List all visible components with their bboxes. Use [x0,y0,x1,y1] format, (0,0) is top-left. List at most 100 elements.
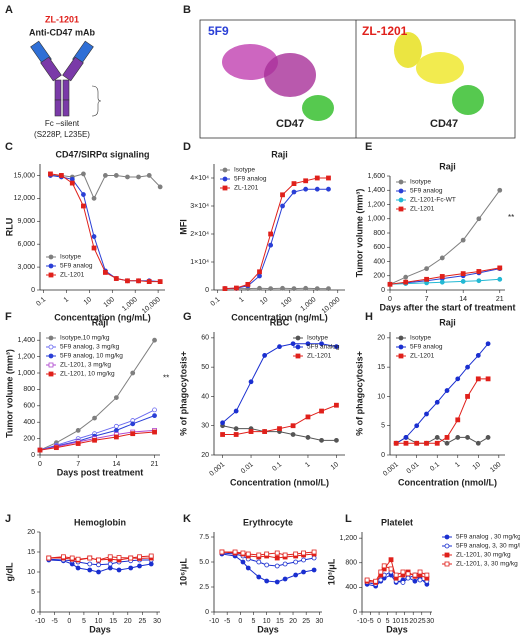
series-line [224,177,329,290]
legend-label: 5F9 analog [307,344,340,351]
data-point [91,195,97,201]
x-tick-label: 5 [82,618,86,625]
legend-marker [398,188,404,194]
y-tick-label: 3×10⁴ [190,203,209,210]
data-point [439,279,445,285]
data-point [240,559,246,565]
data-point [87,567,93,573]
x-tick-label: 25 [418,618,426,625]
y-tick-label: 400 [345,584,357,591]
y-tick-label: 1×10⁴ [190,259,209,266]
x-tick-label: 0.1 [210,296,222,308]
legend-marker [48,254,54,260]
data-point [75,556,81,562]
data-point [434,435,440,440]
x-tick-label: 0 [67,618,71,625]
data-point [314,175,320,181]
x-axis-label: Concentration (nmol/L) [230,477,329,487]
y-tick-label: 5 [381,423,385,430]
data-point [444,388,450,393]
legend-marker [444,561,450,567]
y-axis-label: Tumor volume (mm³) [354,189,364,278]
data-point [403,274,409,280]
data-point [465,435,470,440]
data-point [388,557,394,563]
target-label: CD47 [276,118,304,130]
panel-label: H [365,311,373,323]
y-tick-label: 1,400 [17,337,35,344]
data-point [113,427,119,433]
y-tick-label: 4×10⁴ [190,175,209,182]
data-point [326,286,331,292]
legend-label: ZL-1201 [234,185,259,192]
data-point [314,286,320,292]
chart-title: Erythrocyte [243,517,293,527]
data-point [301,550,306,556]
x-tick-label: 1 [63,296,71,304]
annotation: ** [163,374,169,383]
y-axis-label: g/dL [4,562,14,581]
chart-title: CD47/SIRPα signaling [55,149,149,159]
data-point [485,341,491,347]
x-tick-label: 10 [472,461,483,471]
x-tick-label: -10 [357,618,367,625]
data-point [291,286,297,292]
data-point [291,181,297,187]
legend-marker [48,353,54,359]
x-tick-label: 0.1 [271,461,283,473]
y-tick-label: 0 [205,609,209,616]
y-tick-label: 1,400 [367,187,385,194]
data-point [414,423,420,429]
data-point [152,413,157,419]
antibody-diagram [30,40,102,117]
y-axis-label: % of phagocytosis+ [354,351,364,436]
chart-title: RBC [270,317,290,327]
y-tick-label: 50 [201,364,209,371]
chart: E Raji 0 7 14 21 0 200 400 600 800 1,000 1,200 1,400 1… [354,141,515,312]
data-point [326,186,331,192]
panel-label: L [345,513,352,525]
data-point [113,434,119,440]
x-axis-label: Days after the start of treatment [379,302,515,312]
data-point [403,435,409,440]
legend-label: ZL-1201, 30 mg/kg [456,552,511,559]
data-point [157,184,163,190]
legend-label: ZL-1201 [60,272,85,279]
mutation-text: (S228P, L235E) [34,130,90,139]
data-point [475,440,481,446]
data-point [53,445,59,451]
panel-label: D [183,141,191,153]
x-tick-label: 1 [238,296,246,304]
data-point [257,269,262,275]
chart: J Hemoglobin -10 -5 0 5 10 15 20 25 30 0 5 10 15 20 Days… [4,513,161,634]
chart-title: Raji [439,161,456,171]
legend-label: Isotype [307,335,328,342]
y-axis-label: RLU [4,218,14,237]
legend-label: Isotype [234,167,255,174]
data-point [381,563,387,569]
data-point [245,551,251,557]
data-point [277,344,282,350]
data-point [137,563,142,569]
x-tick-label: 21 [151,461,159,468]
data-point [412,572,418,578]
data-point [148,553,154,559]
y-axis-label: Tumor volume (mm³) [4,349,14,438]
panel-label: F [5,311,12,323]
y-tick-label: 0 [205,287,209,294]
y-tick-label: 9,000 [17,218,35,225]
x-tick-label: 15 [109,618,117,625]
data-point [222,286,228,292]
legend-marker [398,206,404,212]
x-tick-label: 0 [388,296,392,303]
chart: K Erythrocyte -10 -5 0 5 10 15 20 25 30 0 2.5 5.0 7.5 D… [178,513,323,634]
series-line [396,378,489,444]
x-tick-label: 21 [496,296,504,303]
data-point [280,285,285,291]
data-point [152,407,157,413]
data-point [92,437,97,443]
annotation: ** [508,213,514,222]
data-point [400,569,406,575]
chart: G RBC 0.001 0.01 0.1 1 10 20 30 40 50 60 Concentrati… [178,311,345,487]
data-point [69,176,75,182]
